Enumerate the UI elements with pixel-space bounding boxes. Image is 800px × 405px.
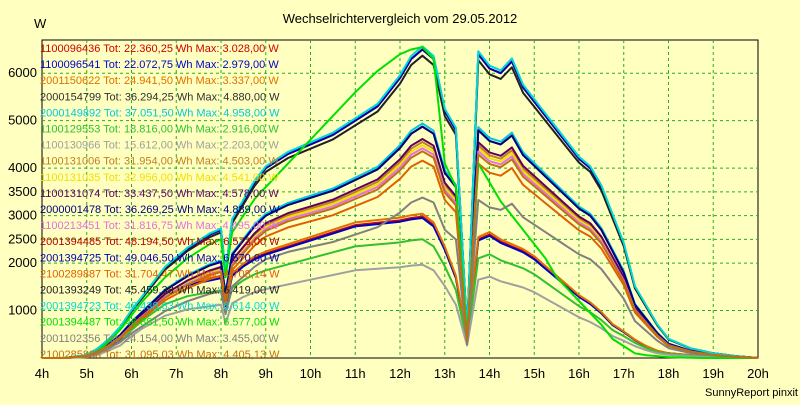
x-tick-label: 9h [259, 366, 273, 381]
legend-entry: 1100096541 Tot: 22.072,75 Wh Max: 2.979,… [40, 59, 279, 71]
x-tick-label: 19h [702, 366, 724, 381]
legend-entry: 2000149892 Tot: 37.051,50 Wh Max: 4.958,… [40, 107, 280, 119]
legend-entry: 2001393249 Tot: 45.459,38 Wh Max: 6.419,… [40, 285, 280, 297]
y-tick-label: 2000 [8, 255, 37, 270]
y-tick-label: 2500 [8, 231, 37, 246]
x-tick-label: 20h [747, 366, 769, 381]
chart-title: Wechselrichtervergleich vom 29.05.2012 [283, 11, 518, 26]
series-lines [42, 45, 759, 359]
legend-entry: 1100131035 Tot: 32.956,00 Wh Max: 4.541,… [40, 172, 279, 184]
legend-entry: 1100129553 Tot: 18.816,00 Wh Max: 2.916,… [40, 124, 279, 136]
legend-entry: 2001394723 Tot: 48.438,63 Wh Max: 6.614,… [40, 301, 280, 313]
x-tick-label: 10h [300, 366, 322, 381]
x-tick-label: 13h [434, 366, 456, 381]
x-tick-label: 8h [214, 366, 228, 381]
legend-entry: 2001150622 Tot: 24.941,50 Wh Max: 3.337,… [40, 75, 279, 87]
legend: 1100096436 Tot: 22.360,25 Wh Max: 3.028,… [40, 43, 280, 361]
legend-entry: 1100130966 Tot: 15.612,00 Wh Max: 2.203,… [40, 140, 279, 152]
x-tick-label: 18h [658, 366, 680, 381]
x-tick-label: 12h [389, 366, 411, 381]
legend-entry: 2001394725 Tot: 49.046,50 Wh Max: 6.570,… [40, 252, 280, 264]
y-unit-label: W [34, 16, 47, 31]
x-tick-label: 17h [613, 366, 635, 381]
series-line [42, 196, 759, 359]
legend-entry: 2100285888 Tot: 31.095,03 Wh Max: 4.405,… [40, 349, 280, 361]
axis-labels: 4h 5h 6h 7h 8h 9h 10h 11h 12h 13h 14h 15h 16h 17h 18h 1… [8, 65, 769, 381]
y-tick-label: 5000 [8, 113, 37, 128]
x-tick-label: 11h [345, 366, 366, 381]
series-line [42, 45, 759, 359]
y-tick-label: 1000 [8, 303, 37, 318]
x-tick-label: 16h [568, 366, 590, 381]
legend-entry: 1100213451 Tot: 31.816,75 Wh Max: 4.495,… [40, 220, 279, 232]
legend-entry: 2001102356 Tot: 24.154,00 Wh Max: 3.455,… [40, 333, 279, 345]
x-tick-label: 5h [80, 366, 94, 381]
legend-entry: 2001394485 Tot: 48.194,50 Wh Max: 6.573,… [40, 236, 280, 248]
legend-entry: 2100289887 Tot: 31.704,47 Wh Max: 4.708,… [40, 268, 280, 280]
legend-entry: 1100131006 Tot: 31.954,00 Wh Max: 4.503,… [40, 156, 279, 168]
legend-entry: 2000154799 Tot: 36.294,25 Wh Max: 4.880,… [40, 91, 280, 103]
x-tick-label: 15h [523, 366, 545, 381]
series-line [42, 263, 759, 359]
legend-entry: 1100131074 Tot: 33.437,50 Wh Max: 4.578,… [40, 188, 279, 200]
x-tick-label: 6h [124, 366, 138, 381]
y-tick-label: 3000 [8, 208, 37, 223]
x-tick-label: 7h [169, 366, 183, 381]
footer-credit: SunnyReport pinxit [705, 387, 798, 399]
y-tick-label: 4000 [8, 160, 37, 175]
series-line [42, 46, 758, 359]
series-line [42, 150, 759, 359]
y-tick-label: 6000 [8, 65, 37, 80]
x-tick-label: 14h [479, 366, 501, 381]
legend-entry: 2001394487 Tot: 46.881,50 Wh Max: 6.577,… [40, 317, 280, 329]
x-tick-label: 4h [35, 366, 49, 381]
series-line [42, 238, 759, 359]
y-tick-label: 3500 [8, 184, 37, 199]
series-line [42, 125, 759, 359]
legend-entry: 1100096436 Tot: 22.360,25 Wh Max: 3.028,… [40, 43, 279, 55]
legend-entry: 2000001478 Tot: 36.269,25 Wh Max: 4.889,… [40, 204, 280, 216]
